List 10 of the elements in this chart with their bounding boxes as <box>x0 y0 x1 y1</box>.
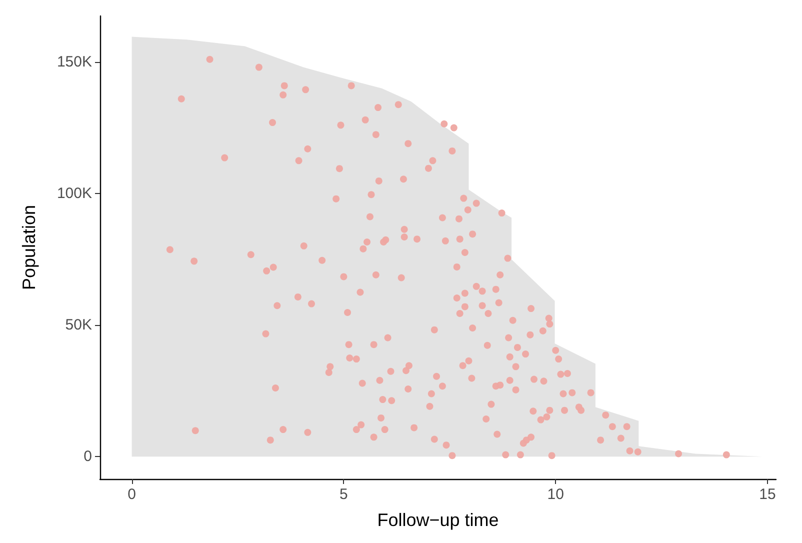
x-tick-label: 15 <box>759 486 776 503</box>
x-tick-label: 5 <box>340 486 348 503</box>
y-tick-label: 0 <box>84 448 92 466</box>
x-axis-title: Follow−up time <box>377 510 499 530</box>
y-tick-label: 50K <box>65 316 92 334</box>
y-tick-label: 100K <box>56 185 92 202</box>
y-tick-label: 150K <box>56 54 92 71</box>
x-tick-label: 10 <box>547 486 564 503</box>
x-tick-label: 0 <box>128 486 136 503</box>
y-axis-title: Population <box>19 204 39 290</box>
